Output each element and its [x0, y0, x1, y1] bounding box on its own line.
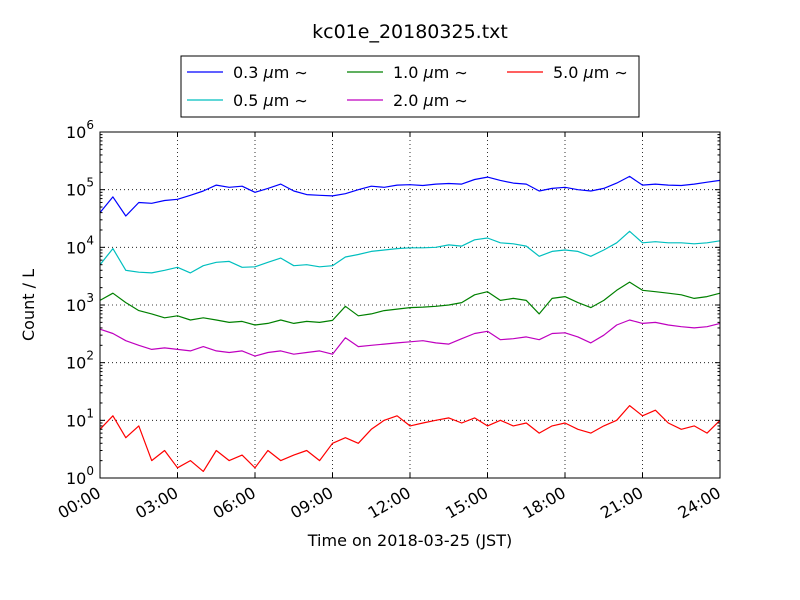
axis-ticks [99, 131, 721, 479]
legend-label: 0.3 μm ∼ [233, 63, 308, 82]
y-tick-labels: 100 101 102 103 104 105 106 [66, 118, 94, 488]
series-line-2-0 [99, 319, 721, 357]
y-axis-title: Count / L [19, 269, 38, 341]
legend-box [180, 55, 640, 118]
y-tick-label: 104 [66, 233, 94, 257]
y-tick-label: 103 [66, 291, 94, 315]
y-tick-label: 105 [66, 176, 94, 200]
y-tick-label: 100 [66, 464, 94, 488]
series-line-5-0 [99, 405, 721, 472]
series-lines [99, 175, 721, 472]
y-tick-label: 101 [66, 406, 94, 430]
x-axis-title: Time on 2018-03-25 (JST) [307, 531, 512, 550]
y-tick-label: 102 [66, 349, 94, 373]
legend-label: 5.0 μm ∼ [553, 63, 628, 82]
series-line-0-5 [99, 230, 721, 274]
y-tick-label: 106 [66, 118, 94, 142]
legend-label: 2.0 μm ∼ [393, 91, 468, 110]
legend-label: 1.0 μm ∼ [393, 63, 468, 82]
legend: 0.3 μm ∼ 0.5 μm ∼ 1.0 μm ∼ 2.0 μm ∼ 5.0 μm ∼ [180, 55, 640, 118]
chart-title: kc01e_20180325.txt [312, 21, 508, 43]
series-line-1-0 [99, 281, 721, 326]
series-line-0-3 [99, 175, 721, 217]
legend-label: 0.5 μm ∼ [233, 91, 308, 110]
